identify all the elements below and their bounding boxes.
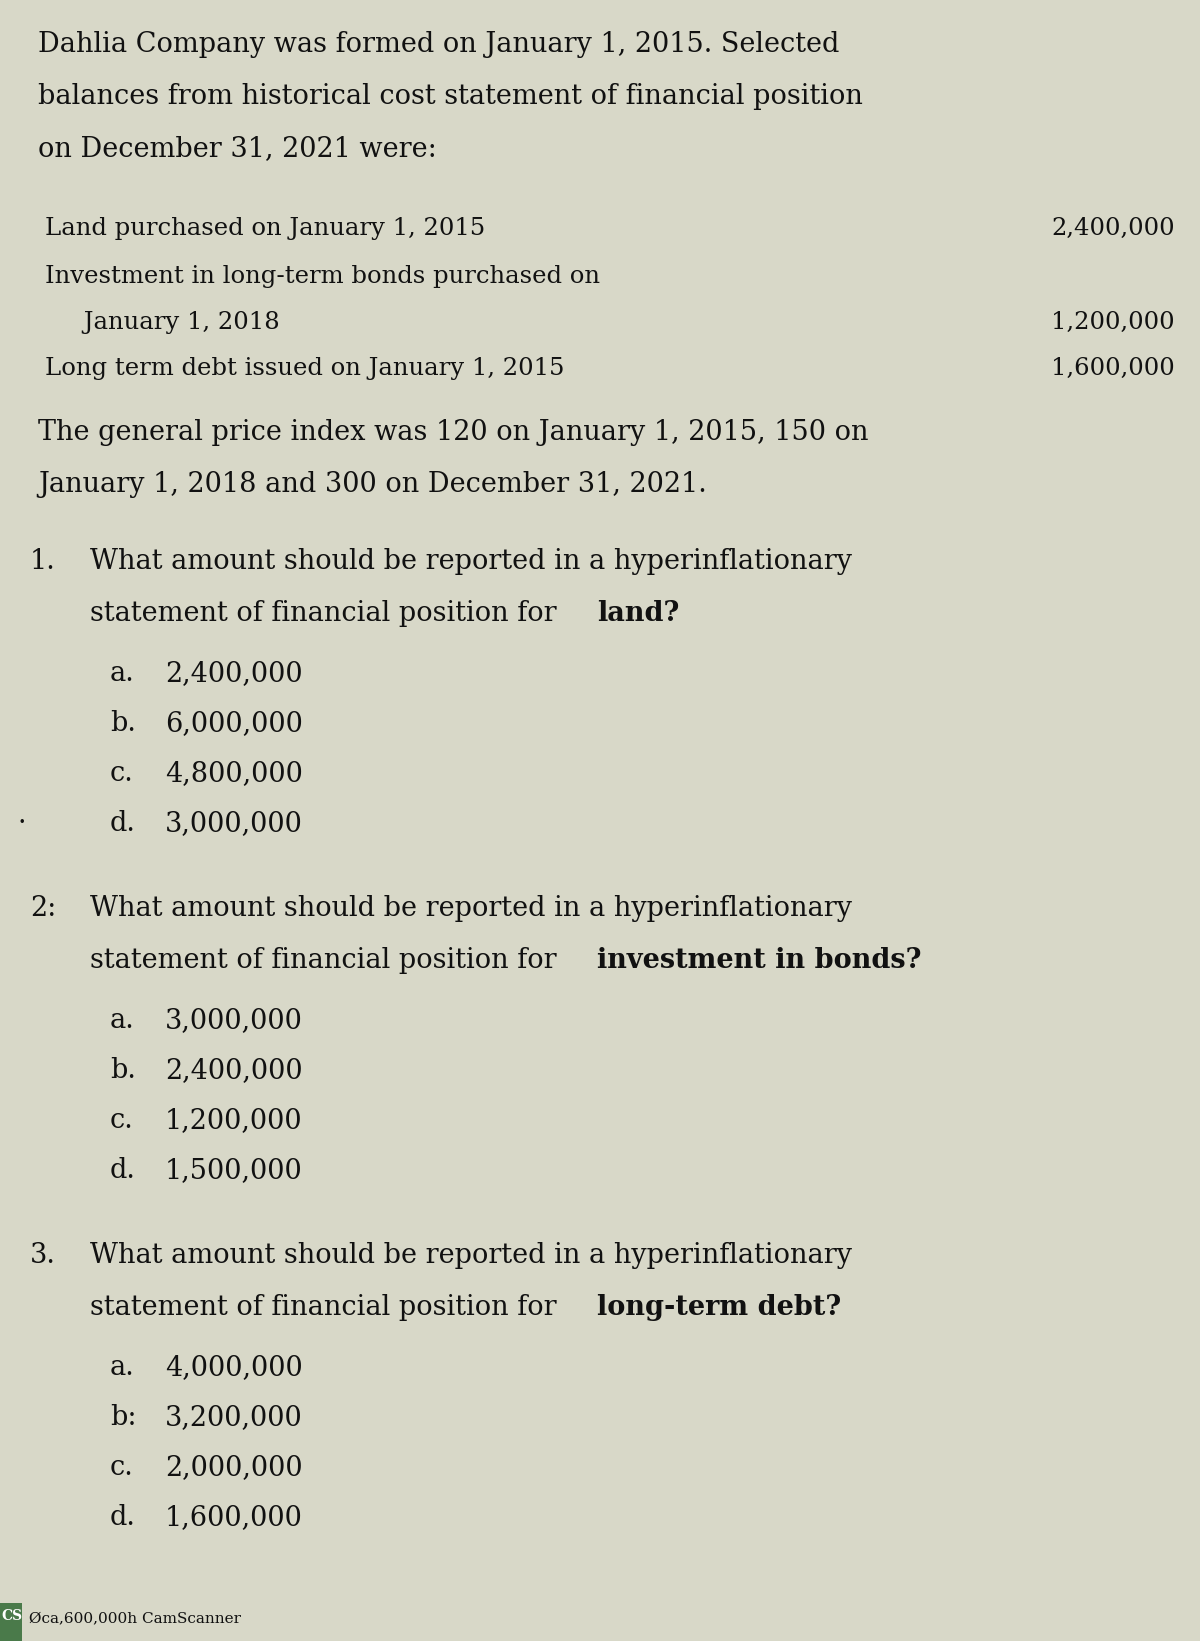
Bar [0, 1603, 22, 1641]
Text: 2:: 2: [30, 894, 56, 922]
Text: What amount should be reported in a hyperinflationary: What amount should be reported in a hype… [90, 548, 852, 574]
Text: on December 31, 2021 were:: on December 31, 2021 were: [38, 135, 437, 162]
Text: a.: a. [110, 660, 134, 688]
Text: CS: CS [1, 1608, 22, 1623]
Text: c.: c. [110, 1108, 133, 1134]
Text: What amount should be reported in a hyperinflationary: What amount should be reported in a hype… [90, 1242, 852, 1268]
Text: statement of financial position for: statement of financial position for [90, 947, 565, 975]
Text: 6,000,000: 6,000,000 [166, 711, 302, 737]
Text: 4,000,000: 4,000,000 [166, 1354, 302, 1382]
Text: c.: c. [110, 760, 133, 788]
Text: 1,200,000: 1,200,000 [166, 1108, 302, 1134]
Text: 2,400,000: 2,400,000 [166, 1057, 302, 1085]
Text: c.: c. [110, 1454, 133, 1480]
Text: 3,000,000: 3,000,000 [166, 811, 302, 837]
Text: 4,800,000: 4,800,000 [166, 760, 302, 788]
Text: land?: land? [598, 601, 679, 627]
Text: January 1, 2018 and 300 on December 31, 2021.: January 1, 2018 and 300 on December 31, … [38, 471, 707, 497]
Text: d.: d. [110, 811, 136, 837]
Text: Øca,600,000h CamScanner: Øca,600,000h CamScanner [24, 1611, 241, 1625]
Text: 1,500,000: 1,500,000 [166, 1157, 302, 1185]
Text: 3,200,000: 3,200,000 [166, 1405, 302, 1431]
Text: b:: b: [110, 1405, 137, 1431]
Text: d.: d. [110, 1505, 136, 1531]
Text: 1.: 1. [30, 548, 55, 574]
Text: balances from historical cost statement of financial position: balances from historical cost statement … [38, 84, 863, 110]
Text: The general price index was 120 on January 1, 2015, 150 on: The general price index was 120 on Janua… [38, 418, 869, 446]
Text: 2,400,000: 2,400,000 [1051, 217, 1175, 240]
Text: 1,200,000: 1,200,000 [1051, 312, 1175, 335]
Text: What amount should be reported in a hyperinflationary: What amount should be reported in a hype… [90, 894, 852, 922]
Text: 1,600,000: 1,600,000 [1051, 358, 1175, 381]
Text: 2,400,000: 2,400,000 [166, 660, 302, 688]
Text: statement of financial position for: statement of financial position for [90, 1295, 565, 1321]
Text: 2,000,000: 2,000,000 [166, 1454, 302, 1480]
Text: b.: b. [110, 1057, 136, 1085]
Text: a.: a. [110, 1354, 134, 1382]
Text: Long term debt issued on January 1, 2015: Long term debt issued on January 1, 2015 [46, 358, 564, 381]
Text: 3,000,000: 3,000,000 [166, 1008, 302, 1034]
Text: Land purchased on January 1, 2015: Land purchased on January 1, 2015 [46, 217, 485, 240]
Text: a.: a. [110, 1008, 134, 1034]
Text: Dahlia Company was formed on January 1, 2015. Selected: Dahlia Company was formed on January 1, … [38, 31, 839, 57]
Text: statement of financial position for: statement of financial position for [90, 601, 565, 627]
Text: b.: b. [110, 711, 136, 737]
Text: ·: · [18, 811, 26, 837]
Text: investment in bonds?: investment in bonds? [598, 947, 922, 975]
Text: January 1, 2018: January 1, 2018 [46, 312, 280, 335]
Text: d.: d. [110, 1157, 136, 1185]
Text: Investment in long-term bonds purchased on: Investment in long-term bonds purchased … [46, 264, 600, 289]
Text: 3.: 3. [30, 1242, 56, 1268]
Text: long-term debt?: long-term debt? [598, 1295, 841, 1321]
Text: 1,600,000: 1,600,000 [166, 1505, 302, 1531]
